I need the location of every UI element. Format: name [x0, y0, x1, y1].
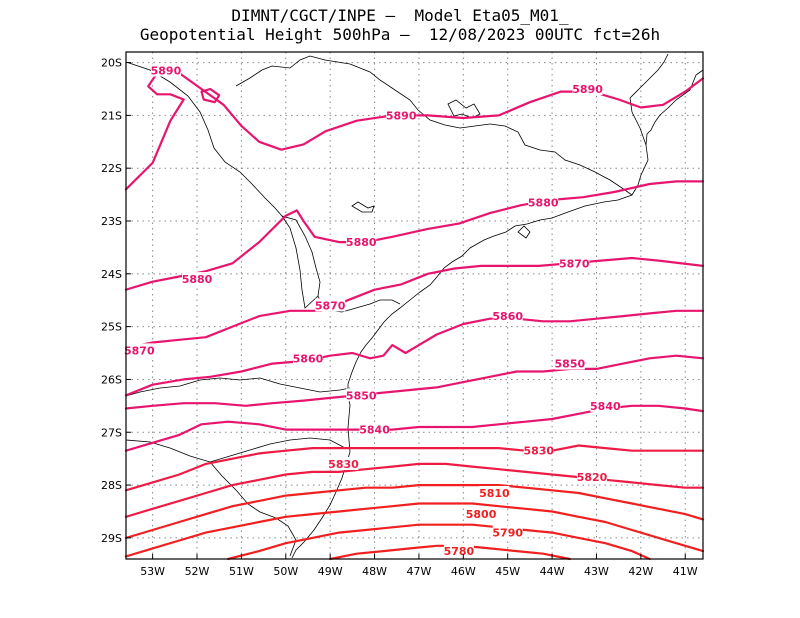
contour-5810 [124, 484, 705, 539]
contour-label: 5880 [528, 197, 559, 210]
x-tick-label: 49W [318, 565, 343, 578]
border-sc-rs [125, 437, 346, 463]
y-tick-label: 21S [101, 109, 122, 122]
y-tick-label: 22S [101, 162, 122, 175]
x-tick-label: 53W [140, 565, 165, 578]
contour-label-bg [492, 525, 523, 539]
x-tick-label: 43W [584, 565, 609, 578]
contour-label-bg [346, 388, 377, 402]
y-tick-label: 24S [101, 268, 122, 281]
contour-label-bg [492, 309, 523, 323]
contour-label: 5840 [359, 424, 390, 437]
contour-label-bg [590, 398, 621, 412]
plot-frame [125, 51, 704, 560]
contour-label: 5880 [182, 273, 213, 286]
guanabara-bay [517, 225, 531, 239]
y-tick-label: 28S [101, 479, 122, 492]
contour-label-bg [572, 81, 603, 95]
border-ms-sp [125, 61, 283, 217]
title-line-1: DIMNT/CGCT/INPE – Model Eta05_M01_ [231, 6, 569, 25]
contour-5850 [124, 354, 705, 410]
contour-labels: 5890 5890 5890 5880 5880 5880 5870 5870 5870 5860… [124, 63, 621, 558]
contour-label: 5830 [328, 458, 359, 471]
contour-label: 5790 [492, 527, 523, 540]
contour-5800 [124, 502, 705, 558]
grid-lines [126, 52, 703, 559]
x-tick-label: 48W [362, 565, 387, 578]
contour-label: 5860 [293, 352, 324, 365]
contour-5870 [124, 256, 705, 349]
x-tick-label: 42W [628, 565, 653, 578]
contour-5890 [200, 87, 221, 104]
contour-label-bg [328, 456, 359, 470]
contour-label-bg [386, 108, 417, 122]
border-ms-pr [281, 215, 319, 309]
x-tick-label: 41W [673, 565, 698, 578]
contour-label-bg [466, 507, 497, 521]
border-sp-mg [235, 55, 491, 129]
contour-lines [124, 72, 705, 561]
x-tick-label: 44W [540, 565, 565, 578]
contour-label: 5780 [444, 545, 475, 558]
contour-label: 5860 [492, 310, 523, 323]
x-tick-label: 50W [273, 565, 298, 578]
y-tick-label: 20S [101, 57, 122, 70]
y-tick-label: 26S [101, 373, 122, 386]
x-tick-label: 46W [451, 565, 476, 578]
title-line-2: Geopotential Height 500hPa – 12/08/2023 … [139, 25, 661, 44]
border-rs-arg [209, 461, 297, 557]
y-tick-label: 25S [101, 321, 122, 334]
contour-5790 [227, 523, 651, 561]
x-tick-label: 47W [407, 565, 432, 578]
coastline-and-borders [125, 53, 704, 559]
contour-label: 5810 [479, 487, 510, 500]
contour-label: 5890 [386, 109, 417, 122]
contour-label-bg [124, 343, 155, 357]
contour-label: 5890 [151, 64, 182, 77]
contour-label-bg [150, 63, 181, 77]
contour-label: 5870 [315, 300, 346, 313]
contour-label-bg [479, 485, 510, 499]
contour-label: 5830 [523, 445, 554, 458]
border-pr-sc [125, 377, 351, 397]
y-tick-label: 27S [101, 426, 122, 439]
contour-5860 [124, 309, 705, 397]
contour-label-bg [559, 256, 590, 270]
border-es-mg [629, 53, 669, 146]
contour-label-bg [315, 298, 346, 312]
y-tick-label: 23S [101, 215, 122, 228]
reservoir-furnas [447, 99, 481, 119]
x-tick-label: 51W [229, 565, 254, 578]
contour-label: 5880 [346, 236, 377, 249]
contour-label-bg [528, 195, 559, 209]
contour-label: 5850 [346, 389, 377, 402]
x-tick-label: 45W [495, 565, 520, 578]
border-sp-pr [281, 215, 401, 313]
contour-label-bg [443, 544, 474, 558]
chart-title: DIMNT/CGCT/INPE – Model Eta05_M01_ Geopot… [0, 6, 800, 44]
contour-label: 5870 [559, 257, 590, 270]
contour-label: 5870 [124, 344, 155, 357]
y-tick-label: 29S [101, 532, 122, 545]
contour-5820 [124, 462, 705, 518]
contour-label: 5850 [555, 358, 586, 371]
axis-ticks: 53W 52W 51W 50W 49W 48W 47W 46W 45W 44W 43W 42W 41W 2… [101, 57, 698, 578]
contour-label-bg [182, 272, 213, 286]
coastline [291, 69, 704, 559]
reservoir-small [351, 201, 375, 213]
border-rj-mg [489, 123, 633, 196]
contour-label: 5820 [577, 471, 608, 484]
contour-label: 5840 [590, 400, 621, 413]
contour-label-bg [523, 443, 554, 457]
contour-label-bg [346, 235, 377, 249]
contour-label: 5890 [572, 83, 603, 96]
contour-label-bg [292, 351, 323, 365]
contour-label-bg [359, 422, 390, 436]
contour-label: 5800 [466, 508, 497, 521]
contour-5830 [124, 444, 705, 492]
contour-label-bg [554, 356, 585, 370]
x-tick-label: 52W [185, 565, 210, 578]
contour-label-bg [577, 470, 608, 484]
